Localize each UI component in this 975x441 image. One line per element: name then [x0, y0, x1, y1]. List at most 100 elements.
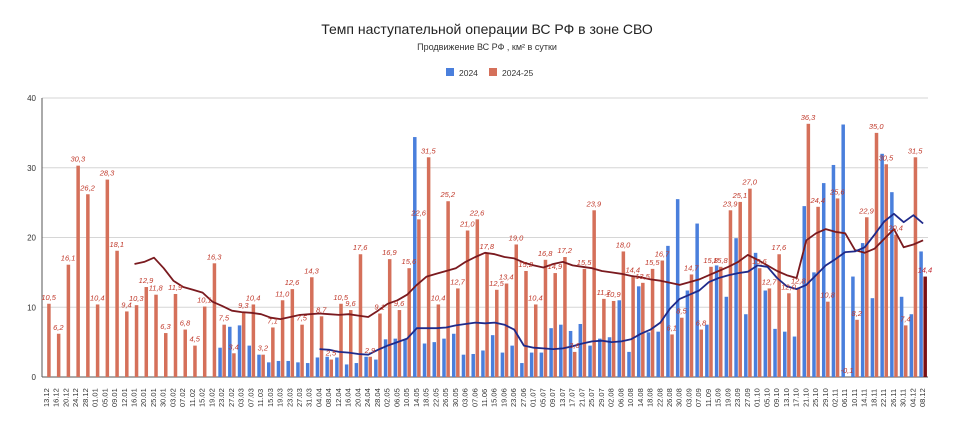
data-label: 11,0 [275, 289, 290, 298]
bar-2024 [422, 343, 427, 377]
bar-2024-25 [641, 282, 645, 377]
x-tick-label: 31.03 [305, 388, 314, 407]
bar-2024 [753, 252, 758, 377]
chart-title: Темп наступательной операции ВС РФ в зон… [321, 21, 653, 37]
x-tick-label: 06.08 [616, 388, 625, 407]
bar-2024-25 [144, 287, 149, 377]
bar-2024 [598, 338, 602, 377]
bar-2024-25 [66, 264, 71, 377]
x-tick-label: 29.10 [821, 388, 830, 407]
bar-2024-25 [300, 324, 304, 377]
data-label: 31,5 [421, 146, 436, 155]
x-tick-label: 19.09 [723, 388, 732, 407]
data-label: 17,2 [557, 246, 572, 255]
data-label: 12,8 [791, 277, 806, 286]
x-tick-label: 19.02 [207, 388, 216, 407]
chart-subtitle: Продвижение ВС РФ , км² в сутки [417, 42, 557, 52]
x-tick-label: 18.08 [646, 388, 655, 407]
x-tick-label: 30.05 [451, 388, 460, 407]
data-label: 7,4 [900, 314, 910, 323]
bar-2024 [549, 328, 553, 377]
bar-2024-25 [319, 316, 324, 377]
bar-2024-25 [689, 274, 694, 377]
data-label: 17,8 [479, 242, 494, 251]
bar-2024 [705, 324, 709, 377]
bar-2024 [393, 338, 398, 377]
bar-2024-25 [874, 132, 879, 377]
bar-2024-25 [787, 293, 791, 377]
bar-2024 [656, 331, 660, 377]
data-label: 15,6 [402, 257, 417, 266]
bar-2024-25 [835, 198, 840, 377]
data-label: 15,5 [645, 258, 660, 267]
bar-2024 [364, 356, 368, 377]
bar-2024 [812, 272, 816, 377]
x-tick-label: 11.06 [480, 389, 489, 407]
data-label: 16,7 [655, 250, 670, 259]
data-label: -0,1 [841, 366, 854, 375]
data-label: 12,9 [139, 276, 154, 285]
bar-2024-25 [816, 206, 820, 377]
bar-2024 [266, 362, 271, 377]
bar-2024 [588, 345, 592, 377]
x-tick-label: 27.02 [227, 388, 236, 407]
bar-2024 [851, 276, 855, 377]
bar-2024 [276, 360, 281, 377]
data-label: 10,1 [197, 296, 212, 305]
bar-2024-25 [456, 288, 460, 377]
data-label: 17,6 [772, 243, 787, 252]
bar-2024 [617, 300, 622, 377]
x-tick-label: 24.12 [71, 388, 80, 407]
x-tick-label: 21.10 [801, 388, 810, 407]
bar-2024-25 [903, 325, 908, 377]
bar-2024-25 [582, 268, 587, 377]
bar-2024-25 [95, 304, 100, 377]
bar-2024-25 [748, 188, 752, 377]
data-label: 15,6 [752, 257, 767, 266]
x-tick-label: 22.05 [431, 388, 440, 407]
bar-2024-25 [251, 304, 256, 377]
bar-2024-25 [436, 304, 441, 377]
data-label: 18,0 [616, 240, 631, 249]
x-tick-label: 09.07 [548, 388, 557, 407]
data-label: 31,5 [908, 146, 923, 155]
x-tick-label: 07.02 [178, 388, 187, 407]
data-label: 15,8 [713, 256, 728, 265]
data-label: 15,8 [703, 256, 718, 265]
data-label: 10,5 [333, 293, 348, 302]
data-label: 10,4 [431, 293, 446, 302]
x-tick-label: 03.03 [237, 388, 246, 407]
x-tick-label: 13.10 [782, 388, 791, 407]
bar-2024 [354, 363, 359, 377]
legend-swatch-2024-25 [489, 68, 497, 76]
x-tick-label: 27.09 [743, 388, 752, 407]
bar-2024-25 [602, 298, 606, 377]
bar-2024 [763, 290, 768, 377]
x-tick-label: 09.01 [110, 388, 119, 407]
bar-2024-25 [572, 351, 577, 377]
x-tick-label: 07.06 [470, 388, 479, 407]
x-tick-label: 15.09 [714, 388, 723, 407]
bar-2024 [451, 333, 456, 377]
x-tick-label: 14.05 [412, 388, 421, 407]
data-label: 7,5 [219, 314, 230, 323]
data-label: 8,2 [852, 309, 863, 318]
bar-2024-25 [241, 312, 246, 377]
bar-2024 [237, 325, 242, 377]
x-tick-label: 26.05 [441, 388, 450, 407]
bar-2024 [821, 183, 826, 377]
bar-2024-25 [261, 354, 265, 377]
x-tick-label: 26.11 [889, 389, 898, 407]
bar-2024-25 [290, 289, 295, 377]
bar-2024-25 [670, 334, 674, 377]
x-tick-label: 15.02 [198, 388, 207, 407]
bar-2024-25 [86, 194, 90, 377]
x-tick-label: 07.03 [246, 388, 255, 407]
x-tick-label: 20.01 [139, 388, 148, 407]
bar-2024 [899, 296, 904, 377]
data-label: 14,9 [548, 262, 563, 271]
x-tick-label: 19.06 [499, 388, 508, 407]
x-tick-label: 12.01 [120, 388, 129, 407]
data-label: 16,1 [61, 254, 76, 263]
bar-2024-25 [134, 305, 139, 377]
